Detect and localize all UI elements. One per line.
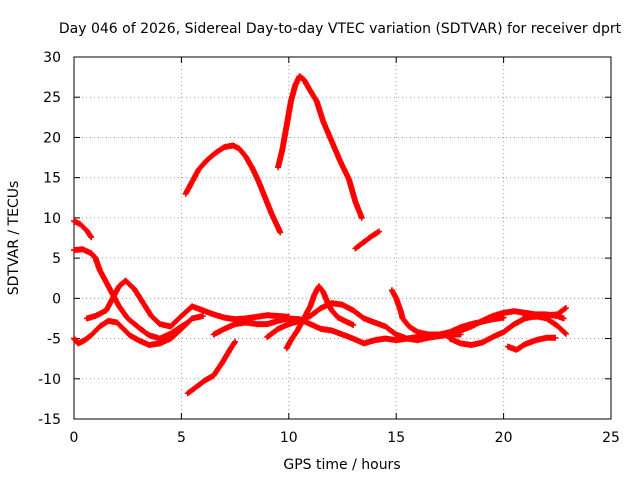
series-arc-3: [71, 313, 206, 348]
chart-title: Day 046 of 2026, Sidereal Day-to-day VTE…: [59, 21, 622, 37]
axis-ticks: -15 -10 -5 0 5 10 15 20 25 30 0 5 10 15 20 25: [38, 50, 620, 446]
y-tick-label: 25: [43, 90, 61, 106]
data-marks-arc-12: [388, 287, 507, 338]
series-arc-1: [71, 218, 95, 241]
x-tick-label: 20: [495, 430, 513, 446]
data-marks-arc-5: [182, 142, 284, 236]
series-arc-5: [182, 142, 284, 236]
y-tick-label: 10: [43, 211, 61, 227]
series-arc-11: [352, 228, 382, 252]
series-arc-15: [522, 305, 569, 320]
series-arc-4: [83, 277, 292, 330]
data-marks-arc-14: [504, 334, 559, 353]
grid-lines: [74, 57, 611, 419]
x-tick-label: 0: [70, 430, 79, 446]
data-marks-arc-10: [283, 283, 357, 352]
series-arc-14: [504, 334, 559, 353]
x-tick-label: 15: [387, 430, 405, 446]
x-tick-label: 5: [177, 430, 186, 446]
y-tick-label: 20: [43, 130, 61, 146]
data-marks-arc-6: [184, 338, 239, 397]
x-tick-label: 10: [280, 430, 298, 446]
series-arc-12: [388, 287, 507, 338]
series-arc-9: [275, 73, 365, 221]
data-marks-arc-11: [352, 228, 382, 252]
series-arc-6: [184, 338, 239, 397]
data-marks-arc-2: [71, 246, 191, 342]
y-axis-label: SDTVAR / TECUs: [6, 181, 22, 296]
plot-frame: [73, 56, 612, 420]
data-marks-arc-1: [71, 218, 95, 241]
series-arc-10: [283, 283, 357, 352]
y-tick-label: -15: [38, 412, 61, 428]
y-tick-label: 5: [52, 251, 61, 267]
x-axis-label: GPS time / hours: [283, 457, 400, 473]
data-marks-arc-4: [83, 277, 292, 330]
y-tick-label: 0: [52, 291, 61, 307]
x-tick-label: 25: [602, 430, 620, 446]
data-points: [71, 73, 569, 397]
y-tick-label: 15: [43, 171, 61, 187]
y-tick-label: 30: [43, 50, 61, 66]
data-marks-arc-3: [71, 313, 206, 348]
data-marks-arc-15: [522, 305, 569, 320]
y-tick-label: -10: [38, 372, 61, 388]
series-arc-2: [71, 246, 191, 342]
y-tick-label: -5: [47, 332, 61, 348]
data-marks-arc-9: [275, 73, 365, 221]
